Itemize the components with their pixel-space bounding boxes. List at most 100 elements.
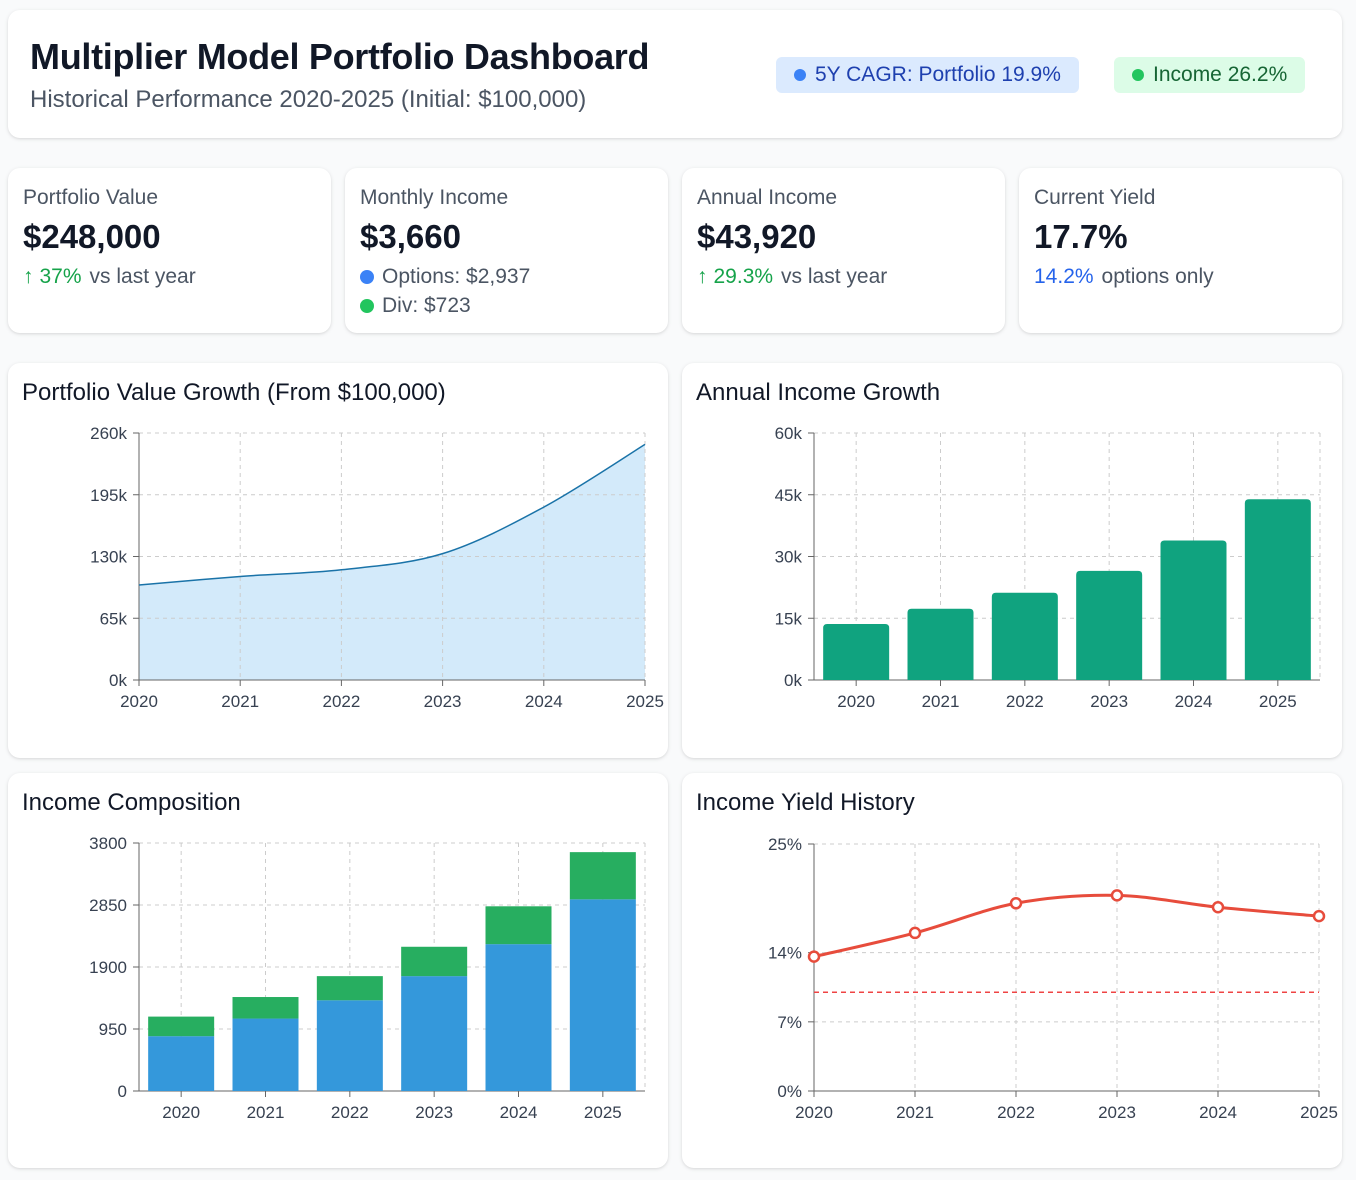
arrow-up-icon: ↑ [23,265,34,288]
dividend-bar [148,1016,215,1037]
options-bar [316,1000,383,1091]
options-dot-icon [360,270,374,284]
yield-point [1009,897,1023,910]
page-subtitle: Historical Performance 2020-2025 (Initia… [30,86,587,113]
x-tick-label: 2023 [1090,692,1128,711]
x-tick-label: 2021 [896,1103,934,1122]
blue-dot-icon [794,69,806,81]
income-bar [1160,540,1227,680]
x-tick-label: 2022 [322,692,360,711]
yield-line [813,893,1320,959]
portfolio-value-amount: $248,000 [23,218,161,255]
area-fill [139,444,645,680]
y-tick-label: 2850 [89,896,127,915]
y-tick-label: 30k [775,548,803,567]
chart-title: Income Composition [22,789,241,816]
yield-point [807,950,821,963]
portfolio-growth-card: Portfolio Value Growth (From $100,000) 0… [8,363,668,758]
dividend-bar [569,852,636,900]
x-tick-label: 2025 [626,692,664,711]
options-bar [401,976,468,1091]
portfolio-value-card: Portfolio Value $248,000 ↑ 37% vs last y… [8,168,331,333]
y-tick-label: 0 [118,1082,127,1101]
current-yield-amount: 17.7% [1034,218,1128,255]
x-tick-label: 2023 [1098,1103,1136,1122]
x-tick-label: 2024 [1175,692,1213,711]
income-composition-card: Income Composition 0 950 1900 2850 3800 2020 2… [8,773,668,1168]
options-yield-suffix: options only [1101,265,1214,288]
x-tick-label: 2022 [997,1103,1035,1122]
dividend-dot-icon [360,299,374,313]
monthly-income-label: Monthly Income [360,186,509,209]
dividend-bar [401,946,468,977]
y-tick-label: 15k [775,609,803,628]
y-tick-label: 0% [777,1082,802,1101]
monthly-dividend-income: Div: $723 [360,294,471,318]
x-tick-label: 2023 [415,1103,453,1122]
y-tick-label: 3800 [89,834,127,853]
yield-point [908,926,922,940]
income-bar [1244,499,1311,680]
portfolio-value-change: ↑ 37% vs last year [23,265,196,289]
y-tick-label: 195k [90,486,127,505]
arrow-up-icon: ↑ [697,265,708,288]
annual-income-growth-card: Annual Income Growth 0k 15k 30k 45k 60k 2020 2… [682,363,1342,758]
chart-title: Portfolio Value Growth (From $100,000) [22,379,446,406]
yield-point [1211,900,1225,914]
x-tick-label: 2021 [247,1103,285,1122]
income-bar [991,592,1058,680]
x-tick-label: 2020 [795,1103,833,1122]
portfolio-value-label: Portfolio Value [23,186,159,209]
x-tick-label: 2023 [424,692,462,711]
options-yield-pct: 14.2% [1034,265,1094,288]
portfolio-growth-chart: 0k 65k 130k 195k 260k 2020 2021 2022 2023 2024 202… [90,424,664,711]
income-yield-chart: 0% 7% 14% 25% 2020 2021 2022 2023 2024 2025 [768,835,1338,1122]
x-tick-label: 2020 [837,692,875,711]
chart-title: Income Yield History [696,789,915,816]
cagr-income-label: Income 26.2% [1153,63,1288,86]
income-bar [907,608,974,680]
y-tick-label: 950 [99,1020,127,1039]
x-tick-label: 2025 [1300,1103,1338,1122]
dividend-bar [485,906,552,945]
y-tick-label: 25% [768,835,802,854]
current-yield-card: Current Yield 17.7% 14.2% options only [1019,168,1342,333]
monthly-income-card: Monthly Income $3,660 Options: $2,937 Di… [345,168,668,333]
annual-income-change-suffix: vs last year [781,265,888,288]
portfolio-value-change-pct: 37% [39,265,82,288]
x-tick-label: 2024 [525,692,563,711]
y-tick-label: 130k [90,548,127,567]
x-tick-label: 2022 [1006,692,1044,711]
yield-point [1110,889,1124,902]
x-tick-label: 2021 [221,692,259,711]
dividend-bar [316,976,383,1001]
current-yield-label: Current Yield [1034,186,1156,209]
options-bar [232,1018,299,1091]
y-tick-label: 65k [100,609,128,628]
x-tick-label: 2025 [1259,692,1297,711]
income-yield-card: Income Yield History 0% 7% 14% 25% 2020 2021 2… [682,773,1342,1168]
x-tick-label: 2025 [584,1103,622,1122]
annual-income-change-pct: 29.3% [713,265,774,288]
x-tick-label: 2024 [500,1103,538,1122]
annual-income-label: Annual Income [697,186,838,209]
options-bar [569,899,636,1091]
x-tick-label: 2022 [331,1103,369,1122]
y-tick-label: 260k [90,424,127,443]
yield-point [1312,909,1326,923]
cagr-portfolio-label: 5Y CAGR: Portfolio 19.9% [815,63,1061,86]
x-tick-label: 2021 [922,692,960,711]
page-title: Multiplier Model Portfolio Dashboard [30,36,650,77]
dividend-bar [232,997,299,1019]
annual-income-chart: 0k 15k 30k 45k 60k 2020 2021 2022 2023 2024 2025 [775,424,1321,711]
monthly-options-text: Options: $2,937 [382,265,531,288]
annual-income-amount: $43,920 [697,218,817,255]
y-tick-label: 60k [775,424,803,443]
x-tick-label: 2020 [162,1103,200,1122]
annual-income-card: Annual Income $43,920 ↑ 29.3% vs last ye… [682,168,1005,333]
income-bar [823,624,890,680]
x-tick-label: 2024 [1199,1103,1237,1122]
income-bar [1076,570,1143,680]
options-bar [148,1036,215,1091]
green-dot-icon [1132,69,1144,81]
